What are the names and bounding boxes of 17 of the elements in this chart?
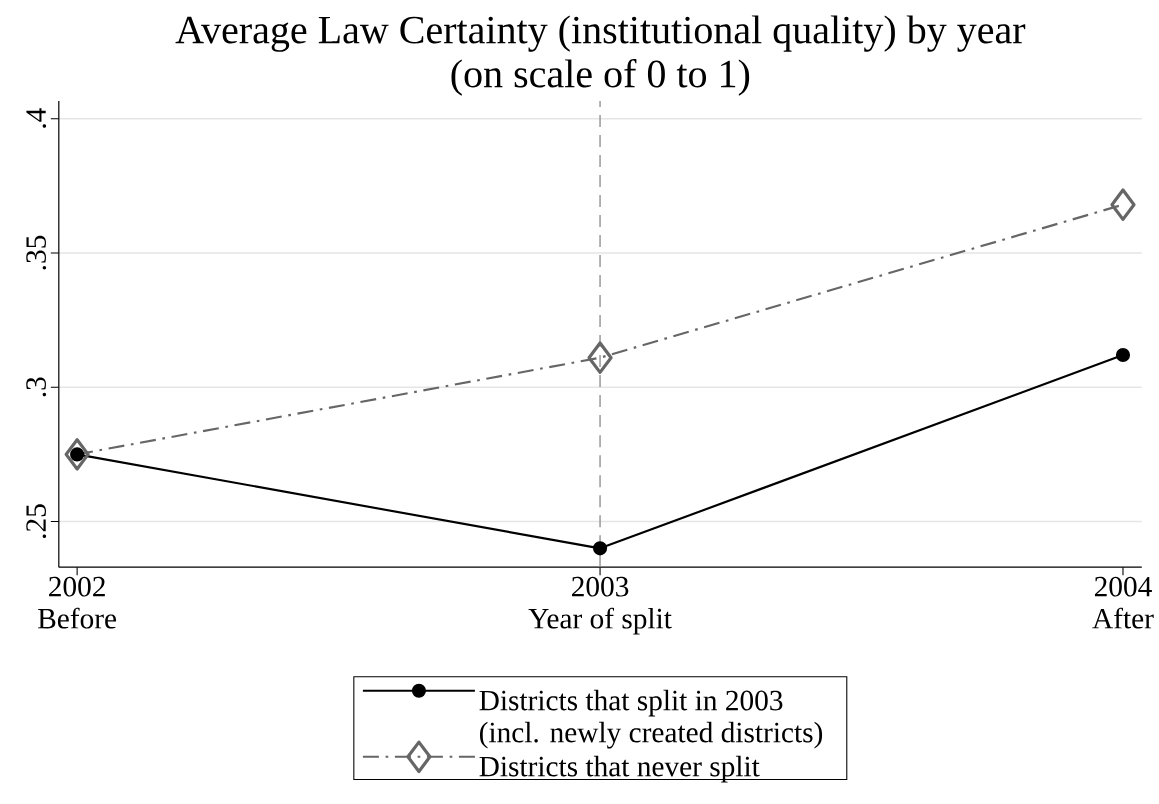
point	[1110, 188, 1136, 221]
x-tick-label: 2003 Year of split	[528, 576, 672, 635]
y-tick-label: .4	[26, 108, 47, 128]
y-tick-label: .35	[26, 235, 47, 270]
y-tick-label: .25	[26, 504, 47, 538]
x-tick-label: 2004 After	[1092, 576, 1154, 629]
point	[70, 447, 85, 462]
point	[1115, 347, 1131, 362]
point	[592, 541, 608, 556]
point	[587, 341, 613, 374]
point	[64, 438, 90, 471]
x-tick-label: 2002 Before	[38, 576, 117, 629]
chart-title: Average Law Certainty (institutional quality) by year	[175, 15, 1026, 52]
legend-label: Districts that split in 2003 (incl. newly created districts)	[479, 689, 823, 749]
chart-subtitle: (on scale of 0 to 1)	[451, 58, 750, 96]
y-tick-label: .3	[26, 377, 47, 397]
legend-label: Districts that never split	[479, 755, 760, 783]
